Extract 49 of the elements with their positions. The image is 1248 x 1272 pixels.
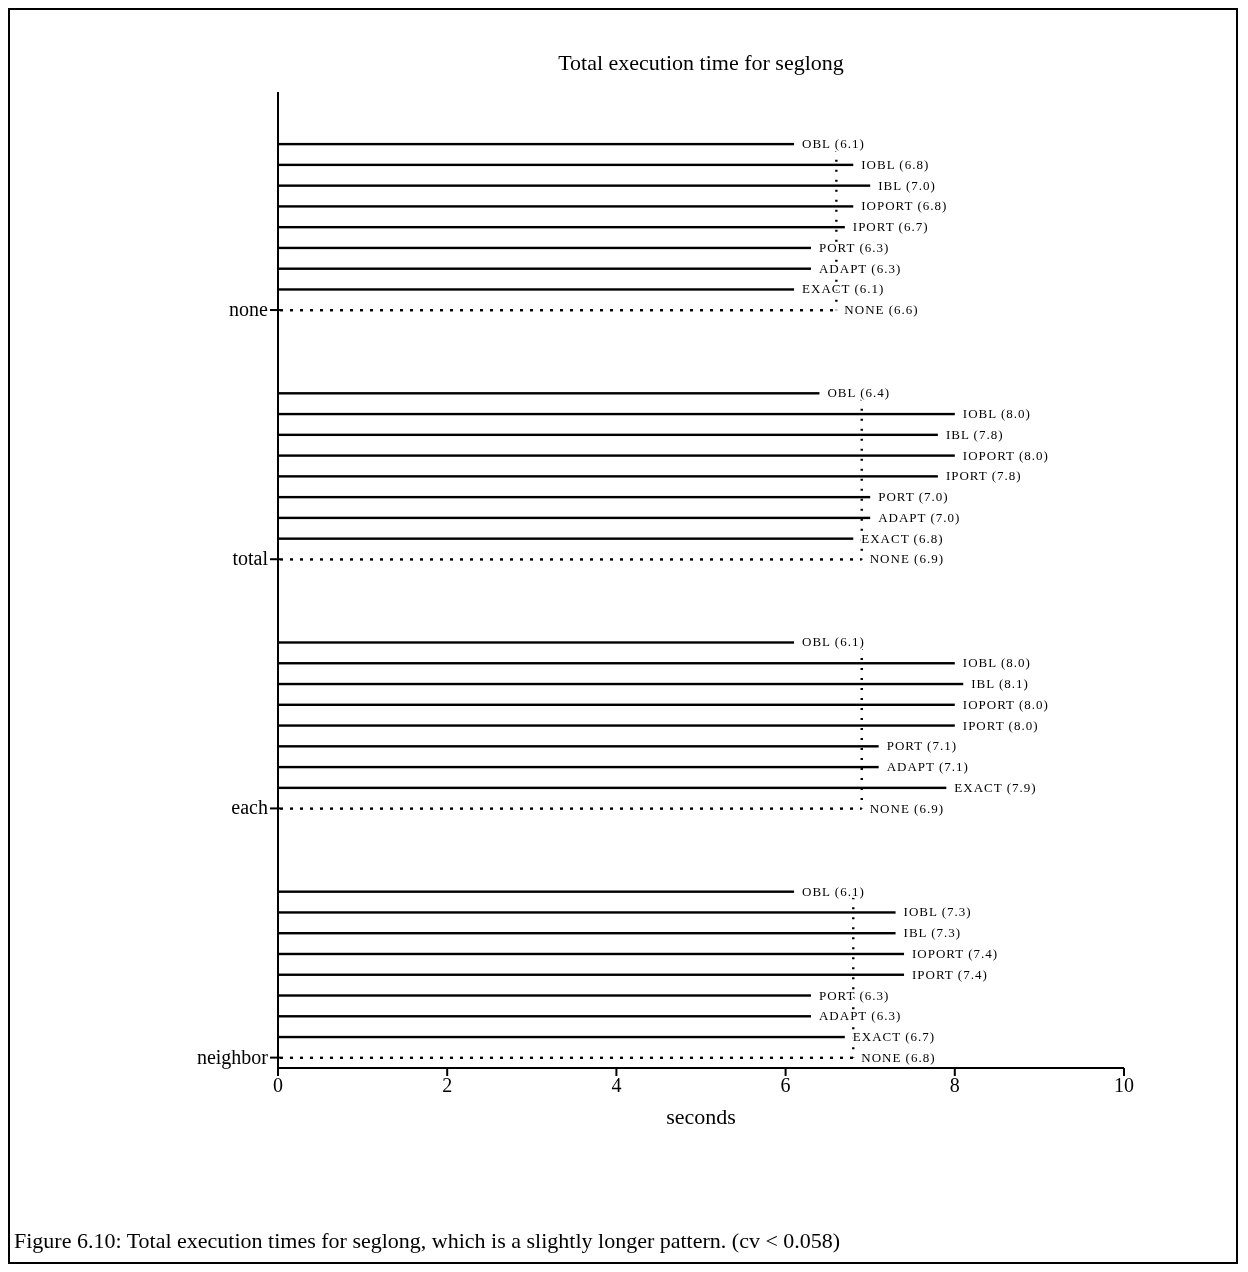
data-label: IOBL (8.0) [962,655,1031,671]
data-label: IBL (7.8) [945,426,1004,442]
chart-title: Total execution time for seglong [557,50,845,76]
x-axis-title: seconds [666,1104,736,1129]
data-label: NONE (6.6) [844,302,919,318]
data-label: NONE (6.9) [869,800,945,816]
data-label: OBL (6.1) [802,634,865,650]
data-label: EXACT (6.1) [802,281,885,297]
data-label: ADAPT (6.3) [818,1008,902,1024]
data-label: ADAPT (7.1) [886,759,969,775]
data-label: IBL (7.3) [903,925,962,941]
data-label: IBL (7.0) [878,177,936,193]
data-label: EXACT (7.9) [954,779,1037,795]
x-tick-label: 6 [780,1074,791,1097]
data-label: ADAPT (6.3) [818,260,902,276]
data-label: EXACT (6.7) [852,1029,936,1045]
y-tick-label: total [232,547,269,570]
data-label: IOPORT (7.4) [912,945,999,961]
y-tick-label: each [231,796,268,819]
data-label: IOBL (7.3) [903,904,972,920]
data-label: IPORT (6.7) [852,219,929,235]
data-label: PORT (7.0) [878,489,949,505]
x-tick-label: 8 [949,1074,960,1097]
data-label: IPORT (7.4) [912,966,988,982]
data-label: NONE (6.8) [861,1049,936,1065]
data-label: IPORT (7.8) [945,468,1022,484]
x-tick-label: 2 [442,1074,453,1097]
data-label: EXACT (6.8) [861,530,944,546]
y-tick-label: neighbor [196,1045,269,1069]
x-tick-label: 10 [1114,1074,1134,1097]
data-label: IOPORT (8.0) [962,696,1049,712]
data-label: IOBL (6.8) [861,156,930,172]
data-label: OBL (6.4) [827,385,891,401]
data-label: IOBL (8.0) [962,406,1031,422]
data-label: ADAPT (7.0) [878,509,961,525]
data-label: PORT (7.1) [886,738,958,754]
data-label: IPORT (8.0) [962,717,1039,733]
data-label: OBL (6.1) [802,883,865,899]
data-label: IBL (8.1) [971,676,1029,692]
x-tick-label: 0 [273,1074,283,1097]
x-tick-label: 4 [611,1074,622,1097]
y-tick-label: none [229,298,269,321]
data-label: NONE (6.9) [869,551,945,567]
data-label: OBL (6.1) [802,136,865,152]
data-label: IOPORT (6.8) [861,198,948,214]
caption: Figure 6.10: Total execution times for seglong, which is a slightly longer pattern. (cv < 0.058) [14,1228,842,1254]
data-label: IOPORT (8.0) [962,447,1049,463]
data-label: PORT (6.3) [818,987,890,1003]
data-label: PORT (6.3) [818,239,890,255]
